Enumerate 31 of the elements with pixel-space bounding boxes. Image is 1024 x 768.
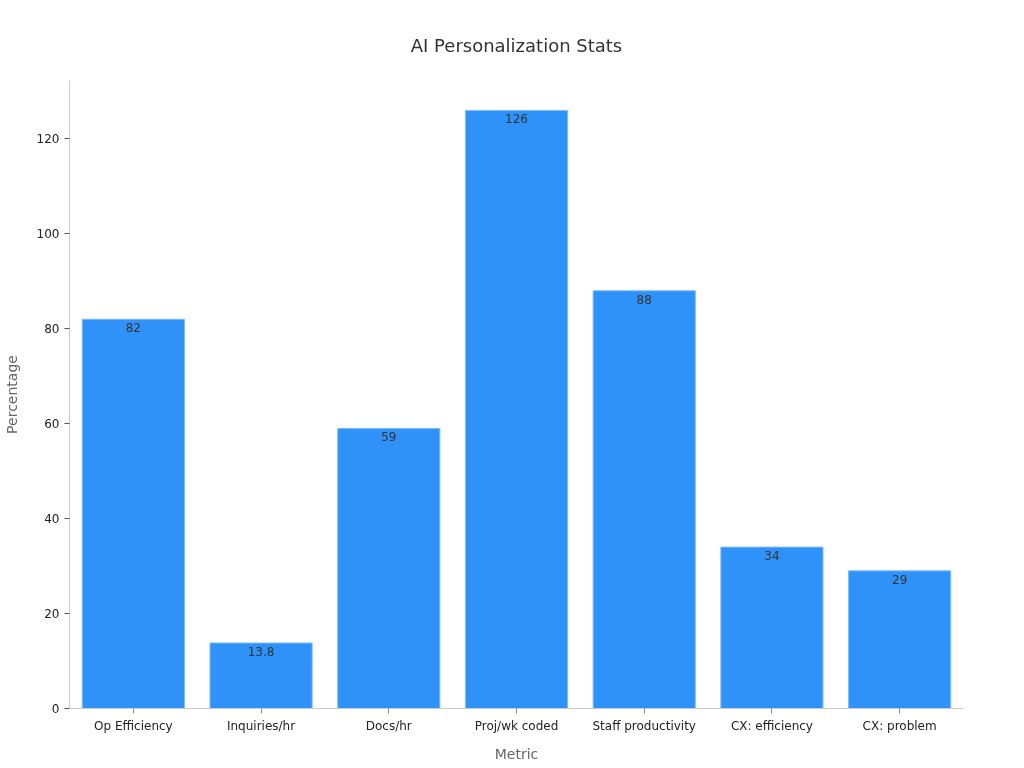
x-tick-label: Proj/wk coded — [474, 718, 559, 733]
x-tick-label: CX: problem — [862, 718, 937, 733]
bar — [209, 642, 313, 709]
data-label: 82 — [125, 321, 141, 336]
chart-title: AI Personalization Stats — [410, 34, 623, 56]
y-axis-title: Percentage — [3, 355, 20, 434]
y-tick-label: 120 — [36, 132, 60, 147]
bar — [848, 570, 952, 709]
bar — [464, 109, 569, 709]
data-label: 13.8 — [247, 644, 275, 659]
y-tick-label: 0 — [51, 702, 60, 716]
bar — [720, 546, 824, 709]
y-tick-label: 100 — [36, 227, 60, 242]
y-tick-label: 20 — [44, 607, 60, 622]
bar — [337, 427, 441, 709]
bar — [81, 318, 185, 709]
y-tick-label: 80 — [44, 322, 60, 337]
data-label: 88 — [636, 292, 652, 307]
data-label: 59 — [381, 430, 397, 445]
x-tick-label: Op Efficiency — [94, 718, 173, 733]
y-tick-label: 40 — [44, 512, 60, 527]
x-axis-title: Metric — [494, 745, 539, 762]
y-tick-label: 60 — [44, 417, 60, 432]
x-tick-label: Inquiries/hr — [226, 718, 296, 733]
data-label: 34 — [764, 549, 780, 564]
data-label: 126 — [505, 112, 528, 127]
x-tick-label: Staff productivity — [592, 718, 696, 733]
x-tick-label: CX: efficiency — [730, 718, 813, 733]
x-tick-label: Docs/hr — [365, 718, 412, 733]
bar — [592, 290, 696, 709]
data-label: 29 — [892, 572, 908, 587]
